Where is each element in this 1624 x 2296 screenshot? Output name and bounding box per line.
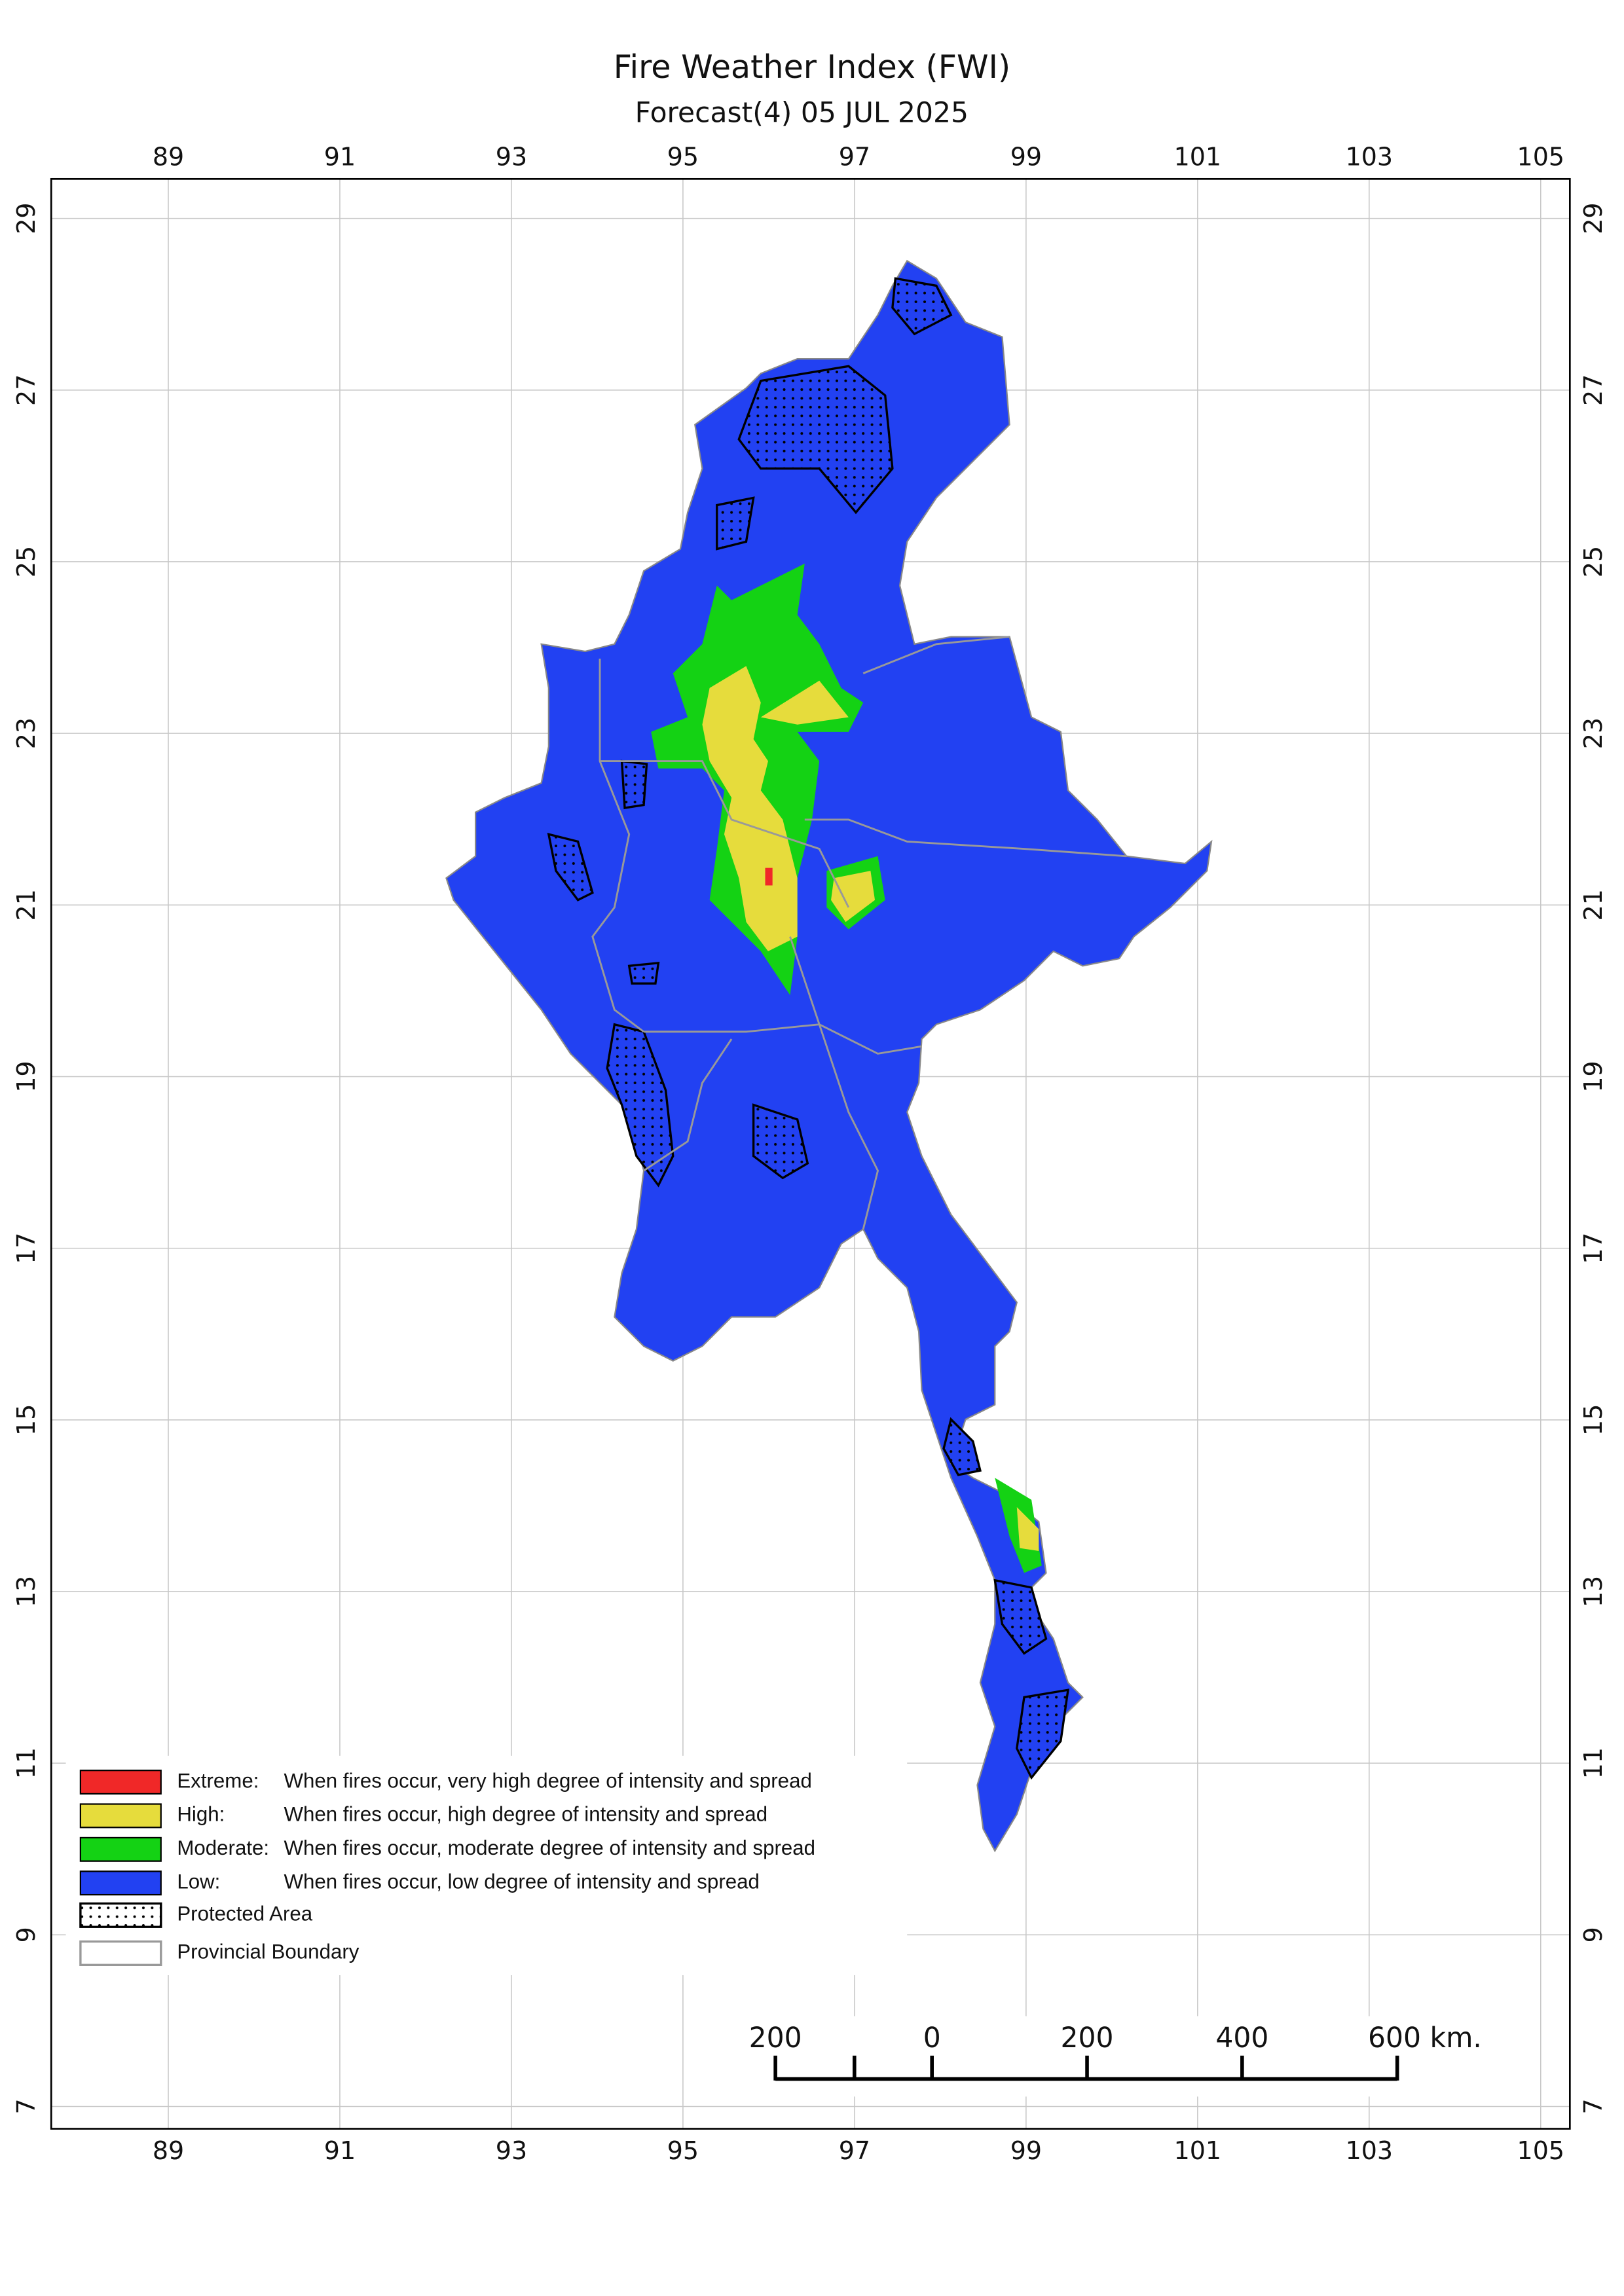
legend-background — [65, 1755, 908, 1975]
map-title: Fire Weather Index (FWI) — [614, 48, 1010, 86]
x-tick-label: 97 — [839, 143, 870, 172]
x-tick-label: 89 — [153, 143, 184, 172]
legend-swatch — [79, 1836, 162, 1862]
y-tick-label: 7 — [1579, 2098, 1608, 2114]
y-tick-label: 21 — [1579, 889, 1608, 920]
y-tick-label: 27 — [1579, 374, 1608, 406]
x-tick-label: 99 — [1010, 143, 1042, 172]
legend-swatch — [79, 1770, 162, 1795]
y-tick-label: 13 — [1579, 1576, 1608, 1607]
y-tick-label: 23 — [12, 718, 41, 749]
x-tick-label: 95 — [667, 143, 699, 172]
x-tick-label: 103 — [1346, 143, 1393, 172]
legend-description: When fires occur, very high degree of in… — [284, 1769, 811, 1792]
y-tick-label: 13 — [12, 1576, 41, 1607]
legend-label: Protected Area — [177, 1903, 312, 1925]
y-tick-label: 25 — [12, 546, 41, 577]
high-area — [702, 666, 849, 951]
protected-areas — [547, 277, 1069, 1780]
legend-swatch — [79, 1940, 162, 1966]
x-tick-label: 95 — [667, 2136, 699, 2165]
y-tick-label: 17 — [1579, 1232, 1608, 1264]
y-tick-label: 19 — [12, 1061, 41, 1092]
x-tick-label: 103 — [1346, 2136, 1393, 2165]
extreme-area — [765, 867, 773, 886]
country — [445, 259, 1213, 1853]
scale-bar-background — [731, 2016, 1522, 2097]
y-tick-label: 11 — [1579, 1747, 1608, 1779]
legend-description: When fires occur, low degree of intensit… — [284, 1870, 759, 1893]
provincial-boundaries — [591, 636, 1127, 1230]
x-tick-label: 89 — [153, 2136, 184, 2165]
x-tick-label: 101 — [1174, 143, 1221, 172]
x-tick-label: 99 — [1010, 2136, 1042, 2165]
scale-label: 0 — [923, 2022, 941, 2054]
y-tick-label: 23 — [1579, 718, 1608, 749]
legend-swatch — [79, 1870, 162, 1896]
legend-label: Moderate: — [177, 1836, 269, 1859]
legend: Extreme: When fires occur, very high degr… — [65, 1755, 908, 1975]
map-frame — [50, 177, 1571, 2130]
map-subtitle: Forecast(4) 05 JUL 2025 — [635, 98, 969, 130]
y-tick-label: 9 — [12, 1927, 41, 1942]
moderate-area — [826, 856, 1042, 1573]
y-tick-label: 7 — [12, 2098, 41, 2114]
legend-swatch — [79, 1803, 162, 1829]
y-tick-label: 17 — [12, 1232, 41, 1264]
y-tick-label: 19 — [1579, 1061, 1608, 1092]
y-tick-label: 21 — [12, 889, 41, 920]
y-tick-label: 15 — [12, 1404, 41, 1436]
y-tick-label: 15 — [1579, 1404, 1608, 1436]
scale-label: 200 — [749, 2022, 802, 2054]
scale-label: 600 km. — [1368, 2022, 1482, 2054]
y-tick-label: 27 — [12, 374, 41, 406]
x-tick-label: 91 — [324, 143, 356, 172]
x-tick-label: 105 — [1517, 143, 1564, 172]
legend-label: Provincial Boundary — [177, 1941, 359, 1963]
y-tick-label: 9 — [1579, 1927, 1608, 1942]
legend-label: Low: — [177, 1870, 220, 1893]
scale-bar: 200 0 200 400 600 km. — [731, 2016, 1522, 2097]
x-tick-label: 101 — [1174, 2136, 1221, 2165]
x-tick-label: 97 — [839, 2136, 870, 2165]
scale-bar-ticks — [773, 2055, 1399, 2081]
scale-label: 200 — [1061, 2022, 1114, 2054]
legend-description: When fires occur, high degree of intensi… — [284, 1803, 767, 1826]
x-tick-label: 91 — [324, 2136, 356, 2165]
y-tick-label: 25 — [1579, 546, 1608, 577]
scale-label: 400 — [1215, 2022, 1268, 2054]
y-tick-label: 29 — [1579, 202, 1608, 234]
x-tick-label: 105 — [1517, 2136, 1564, 2165]
x-tick-label: 93 — [496, 2136, 527, 2165]
x-tick-label: 93 — [496, 143, 527, 172]
legend-swatch — [79, 1902, 162, 1928]
y-tick-label: 11 — [12, 1747, 41, 1779]
legend-label: Extreme: — [177, 1769, 259, 1792]
y-tick-label: 29 — [12, 202, 41, 234]
legend-description: When fires occur, moderate degree of int… — [284, 1836, 815, 1859]
legend-label: High: — [177, 1803, 225, 1826]
